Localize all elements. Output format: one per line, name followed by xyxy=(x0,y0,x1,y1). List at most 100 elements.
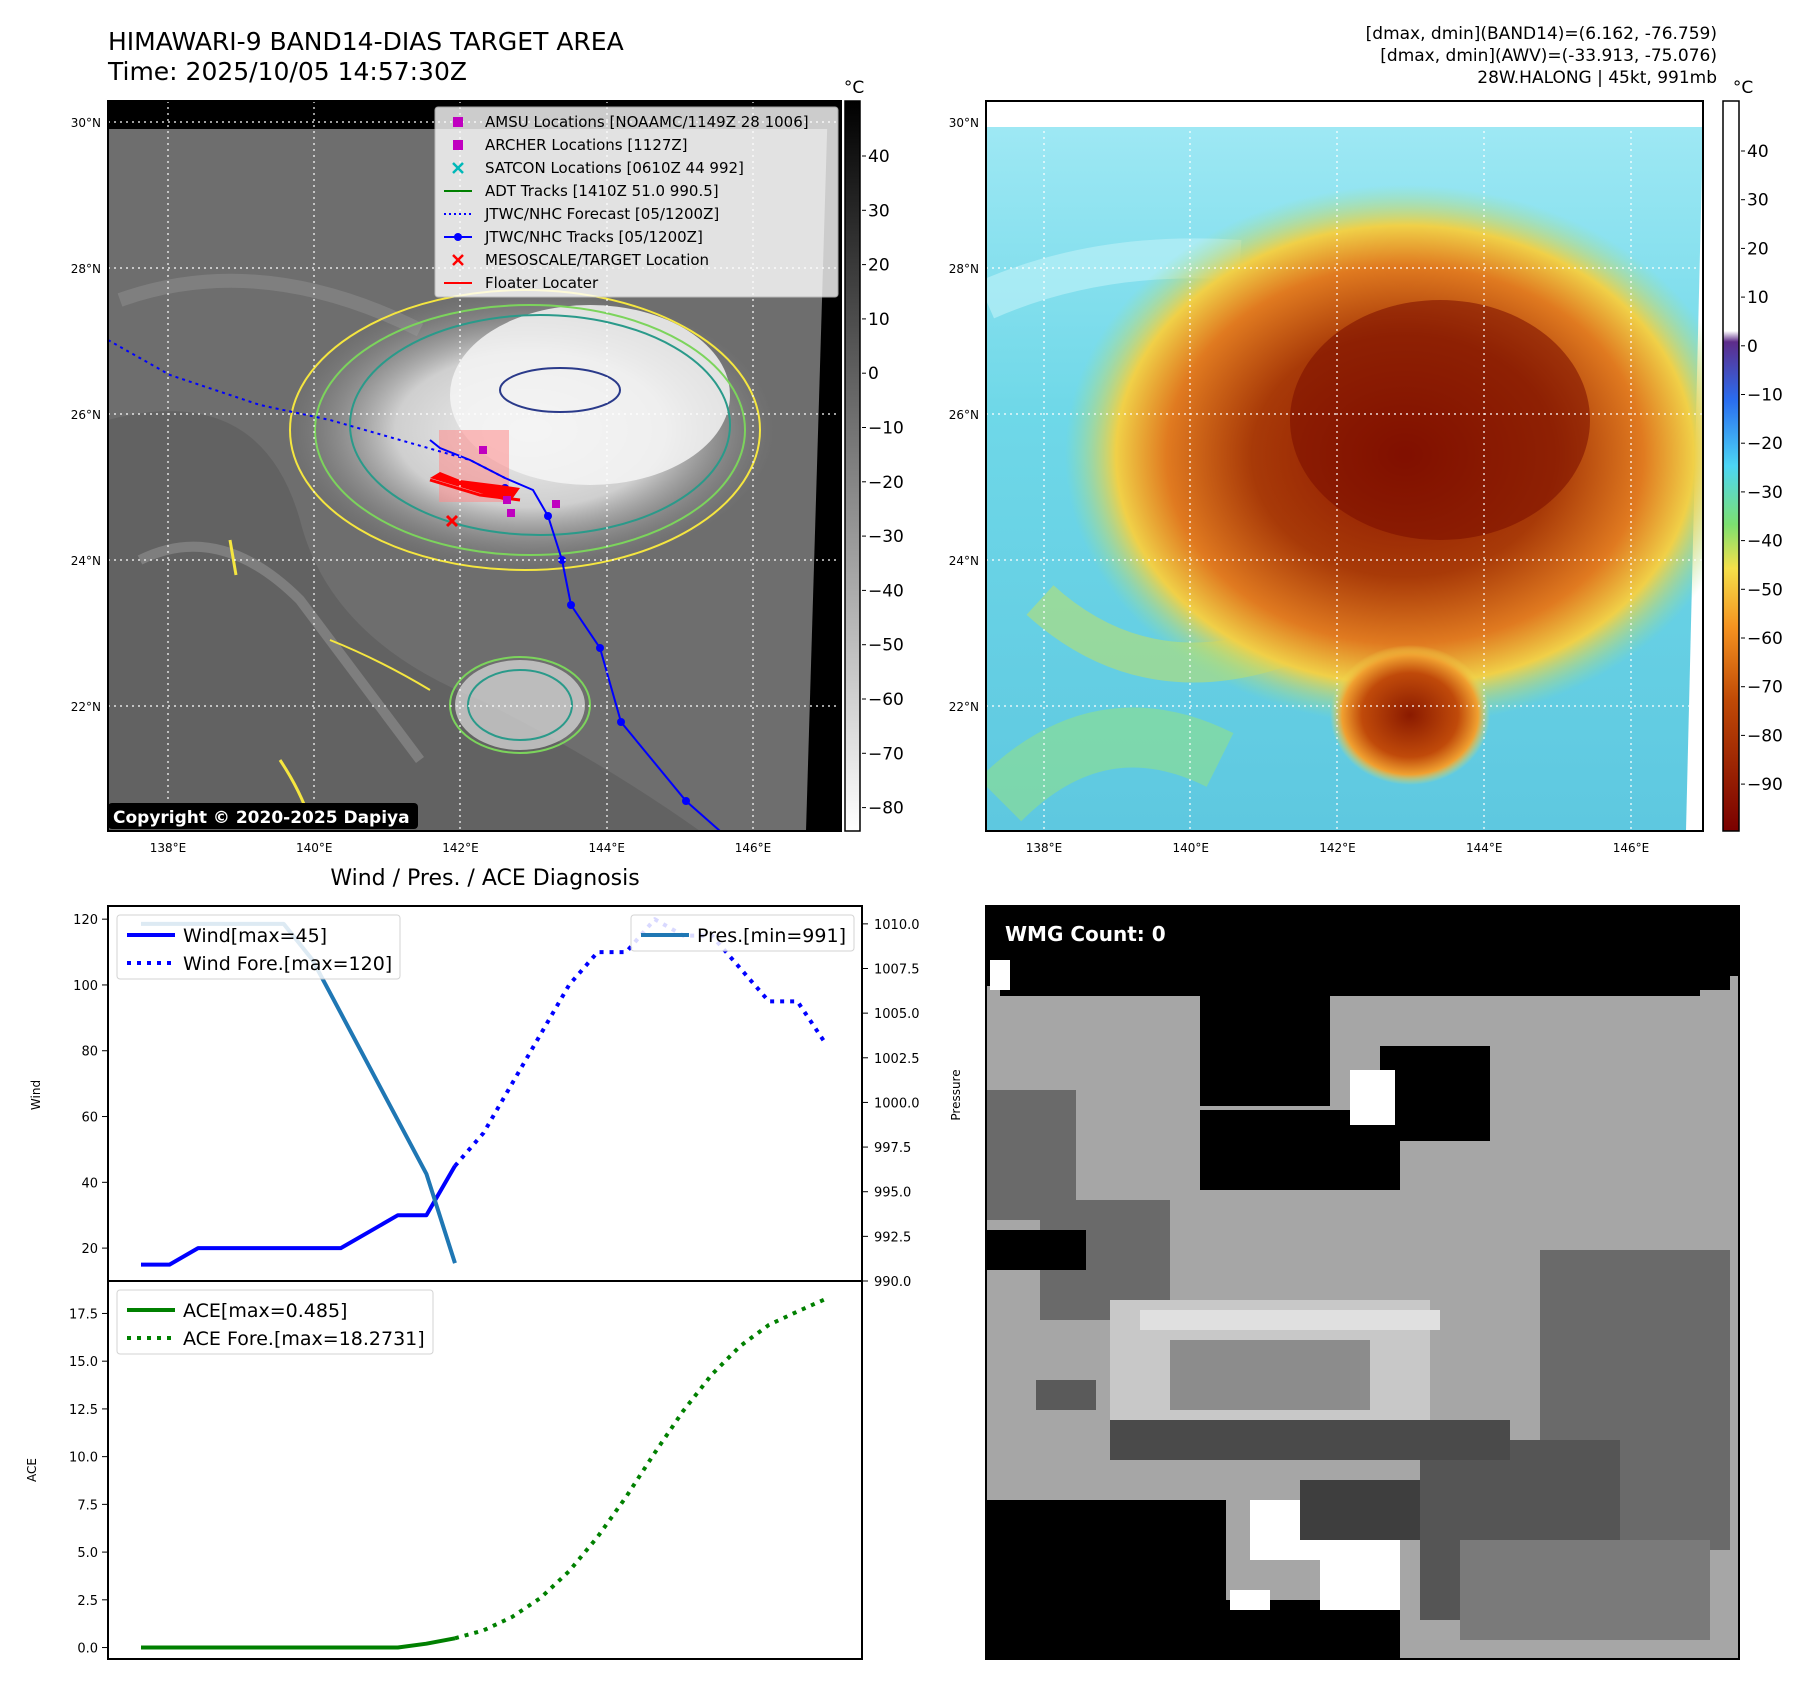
wind-pressure-chart: 20 40 60 80 100 120 990.0 992.5 995.0 997.5 1000.… xyxy=(29,905,963,1290)
legend-label: SATCON Locations [0610Z 44 992] xyxy=(485,159,744,177)
colorbar-tick-label: −10 xyxy=(868,419,904,439)
colorbar-tick-label: −70 xyxy=(1747,678,1783,698)
y-tick-label: 17.5 xyxy=(69,1307,98,1322)
y-tick-right-label: 990.0 xyxy=(874,1275,911,1290)
copyright-box xyxy=(108,803,418,829)
ace-legend: ACE[max=0.485] ACE Fore.[max=18.2731] xyxy=(116,1289,434,1355)
colorbar-tick-label: −40 xyxy=(1747,532,1783,552)
legend-label: Floater Locater xyxy=(485,274,599,292)
lon-tick-label: 142°E xyxy=(1319,841,1356,855)
y-tick-right-label: 997.5 xyxy=(874,1141,911,1156)
wv-gridlines xyxy=(986,101,1703,831)
ace-axis-label: ACE xyxy=(25,1458,39,1482)
legend-label: AMSU Locations [NOAAMC/1149Z 28 1006] xyxy=(485,113,809,131)
lon-tick-label: 140°E xyxy=(1173,841,1210,855)
legend-label: ADT Tracks [1410Z 51.0 990.5] xyxy=(485,182,719,200)
y-tick-label: 60 xyxy=(81,1111,98,1126)
colorbar-tick-label: −30 xyxy=(868,527,904,547)
y-tick-right-label: 1000.0 xyxy=(874,1096,920,1111)
series-line-ace xyxy=(141,1636,456,1650)
legend-frame xyxy=(116,1289,434,1355)
y-tick-label: 10.0 xyxy=(69,1451,98,1466)
y-tick-right-label: 992.5 xyxy=(874,1230,911,1245)
colorbar-tick-label: −20 xyxy=(868,473,904,493)
legend-entry: JTWC/NHC Forecast [05/1200Z] xyxy=(444,205,719,223)
wmg-pixel-grid xyxy=(986,906,1739,1660)
lat-tick-label: 30°N xyxy=(71,116,101,130)
legend-entry: ADT Tracks [1410Z 51.0 990.5] xyxy=(444,182,719,200)
lat-tick-label: 28°N xyxy=(71,262,101,276)
y-tick-label: 15.0 xyxy=(69,1355,98,1370)
y-tick-label: 5.0 xyxy=(77,1546,98,1561)
lon-tick-label: 140°E xyxy=(296,841,333,855)
ace-chart: 0.0 2.5 5.0 7.5 10.0 12.5 15.0 17.5 ACE ACE[max… xyxy=(25,1280,863,1660)
legend-marker-square xyxy=(453,117,463,127)
lat-tick-label: 30°N xyxy=(949,116,979,130)
ir-contour-teal xyxy=(349,314,731,536)
lat-tick-label: 22°N xyxy=(71,700,101,714)
y-tick-right-label: 1002.5 xyxy=(874,1052,920,1067)
legend-entry: Floater Locater xyxy=(444,274,599,292)
lat-tick-label: 28°N xyxy=(949,262,979,276)
legend-entry: MESOSCALE/TARGET Location xyxy=(452,251,709,269)
lat-tick-label: 24°N xyxy=(949,554,979,568)
lon-tick-label: 138°E xyxy=(1026,841,1063,855)
lon-tick-label: 146°E xyxy=(1613,841,1650,855)
colorbar-tick-label: 20 xyxy=(868,256,890,276)
lon-tick-label: 146°E xyxy=(735,841,772,855)
y-tick-right-label: 1005.0 xyxy=(874,1007,920,1022)
y-tick-label: 120 xyxy=(73,913,98,928)
lon-tick-label: 144°E xyxy=(1466,841,1503,855)
legend-label: MESOSCALE/TARGET Location xyxy=(485,251,709,269)
y-tick-label: 12.5 xyxy=(69,1403,98,1418)
ir-legend: AMSU Locations [NOAAMC/1149Z 28 1006] ARC… xyxy=(434,106,839,298)
lat-tick-label: 22°N xyxy=(949,700,979,714)
colorbar-tick-label: 30 xyxy=(868,201,890,221)
wmg-count-label: WMG Count: 0 xyxy=(1005,922,1166,946)
floater-locater xyxy=(430,472,520,502)
y-tick-right-label: 1007.5 xyxy=(874,963,920,978)
legend-entry: ARCHER Locations [1127Z] xyxy=(453,136,688,154)
ir-contour-navy xyxy=(499,367,621,413)
stats-awv: [dmax, dmin](AWV)=(-33.913, -75.076) xyxy=(1380,46,1717,66)
y-tick-label: 2.5 xyxy=(77,1594,98,1609)
wind-axis-label: Wind xyxy=(29,1080,43,1110)
mesoscale-marker xyxy=(445,514,459,528)
legend-label: ARCHER Locations [1127Z] xyxy=(485,136,688,154)
jtwc-forecast-track xyxy=(108,339,506,479)
legend-label: JTWC/NHC Forecast [05/1200Z] xyxy=(484,205,719,223)
colorbar-tick-label: 40 xyxy=(868,147,890,167)
ir-secondary-cloud xyxy=(455,660,585,750)
legend-entry: AMSU Locations [NOAAMC/1149Z 28 1006] xyxy=(453,113,809,131)
archer-marker xyxy=(507,509,515,517)
legend-label: Pres.[min=991] xyxy=(697,925,846,947)
lon-tick-label: 138°E xyxy=(150,841,187,855)
ir-lon-ticks: 138°E 140°E 142°E 144°E 146°E xyxy=(150,841,772,855)
y-tick-label: 80 xyxy=(81,1045,98,1060)
legend-label: ACE[max=0.485] xyxy=(183,1300,347,1322)
diagnosis-title: Wind / Pres. / ACE Diagnosis xyxy=(330,866,639,891)
wv-colorbar-unit: °C xyxy=(1733,78,1753,98)
y-tick-right-label: 995.0 xyxy=(874,1186,911,1201)
y-tick-label: 100 xyxy=(73,979,98,994)
legend-frame xyxy=(116,914,401,980)
y-tick-label: 7.5 xyxy=(77,1498,98,1513)
ir-colorbar-unit: °C xyxy=(844,78,864,98)
y-tick-label: 40 xyxy=(81,1176,98,1191)
legend-entry: SATCON Locations [0610Z 44 992] xyxy=(452,159,744,177)
lon-tick-label: 144°E xyxy=(589,841,626,855)
legend-label: JTWC/NHC Tracks [05/1200Z] xyxy=(484,228,703,246)
colorbar-tick-label: −70 xyxy=(868,744,904,764)
colorbar-tick-label: 20 xyxy=(1747,239,1769,259)
y-tick-right-label: 1010.0 xyxy=(874,918,920,933)
colorbar-tick-label: −20 xyxy=(1747,434,1783,454)
colorbar-tick-label: 10 xyxy=(868,310,890,330)
legend-marker-square xyxy=(453,140,463,150)
lat-tick-label: 24°N xyxy=(71,554,101,568)
ir-colorbar xyxy=(844,100,861,832)
amsu-marker xyxy=(479,446,487,454)
ir-lat-ticks: 30°N 28°N 26°N 24°N 22°N xyxy=(71,116,101,714)
colorbar-tick-label: −30 xyxy=(1747,483,1783,503)
wv-map-panel: 138°E 140°E 142°E 144°E 146°E 30°N 28°N 26°N 24… xyxy=(949,78,1783,855)
